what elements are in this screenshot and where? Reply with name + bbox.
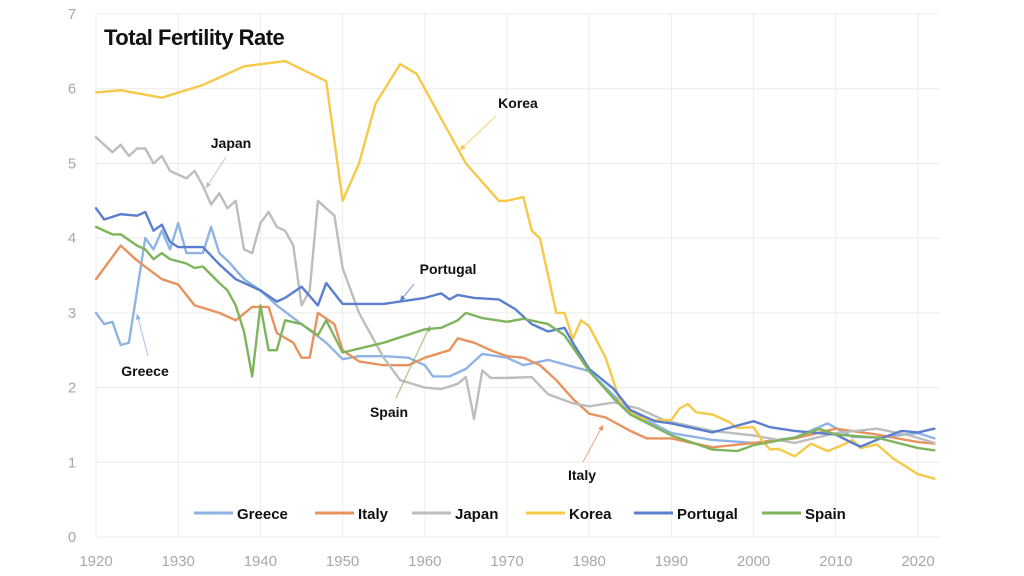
y-axis: 0 1 2 3 4 5 6 7: [68, 6, 76, 546]
legend-item-spain: Spain: [762, 506, 846, 523]
series-lines: [94, 59, 936, 480]
x-tick-label: 1970: [490, 553, 523, 570]
y-tick-label: 4: [68, 230, 76, 247]
x-axis: 1920 1930 1940 1950 1960 1970 1980 1990 2000 2010…: [79, 553, 934, 570]
x-tick-label: 1960: [408, 553, 441, 570]
y-tick-label: 3: [68, 305, 76, 322]
y-tick-label: 1: [68, 454, 76, 471]
series-line-portugal: [94, 207, 936, 448]
annotation-arrow-japan: [205, 156, 227, 189]
x-tick-label: 1990: [655, 553, 688, 570]
annotation-arrow-greece: [136, 313, 149, 357]
series-line-greece: [94, 221, 936, 445]
x-tick-label: 1940: [244, 553, 277, 570]
legend-label: Portugal: [677, 506, 738, 523]
series-line-japan: [94, 136, 936, 445]
y-tick-label: 7: [68, 6, 76, 23]
annotation-label-portugal: Portugal: [420, 261, 477, 277]
y-tick-label: 0: [68, 529, 76, 546]
x-tick-label: 2000: [737, 553, 770, 570]
arrowhead-icon: [425, 326, 431, 332]
legend-label: Japan: [455, 506, 498, 523]
x-tick-label: 1980: [573, 553, 606, 570]
legend-label: Italy: [358, 506, 389, 523]
y-tick-label: 6: [68, 81, 76, 98]
y-tick-label: 5: [68, 155, 76, 172]
legend-label: Greece: [237, 506, 288, 523]
annotation-arrow-italy: [582, 424, 604, 463]
x-tick-label: 1920: [79, 553, 112, 570]
annotation-label-greece: Greece: [121, 363, 169, 379]
annotation-label-korea: Korea: [498, 95, 538, 111]
arrowhead-icon: [598, 425, 603, 431]
x-tick-label: 1950: [326, 553, 359, 570]
annotation-label-spain: Spain: [370, 404, 408, 420]
legend-item-italy: Italy: [315, 506, 389, 523]
legend-label: Spain: [805, 506, 846, 523]
arrowhead-icon: [400, 295, 406, 301]
legend-item-japan: Japan: [412, 506, 498, 523]
y-tick-label: 2: [68, 380, 76, 397]
annotation-label-japan: Japan: [211, 135, 251, 151]
legend-item-korea: Korea: [526, 506, 612, 523]
series-line-korea: [94, 59, 936, 480]
annotation-arrow-spain: [395, 325, 431, 399]
x-tick-label: 2010: [819, 553, 852, 570]
gridlines: [95, 13, 940, 538]
arrowhead-icon: [135, 314, 141, 320]
annotation-label-italy: Italy: [568, 467, 596, 483]
chart-title: Total Fertility Rate: [104, 25, 285, 50]
legend-item-portugal: Portugal: [634, 506, 738, 523]
arrowhead-icon: [460, 144, 466, 150]
legend: Greece Italy Japan Korea Portugal Spain: [194, 506, 846, 523]
series-line-italy: [94, 244, 936, 449]
annotations: Korea Japan Portugal Greece Spain Italy: [121, 95, 604, 483]
x-tick-label: 2020: [901, 553, 934, 570]
arrowhead-icon: [206, 182, 212, 188]
x-tick-label: 1930: [162, 553, 195, 570]
series-line-spain: [94, 225, 936, 453]
annotation-arrow-korea: [459, 115, 497, 151]
legend-item-greece: Greece: [194, 506, 288, 523]
legend-label: Korea: [569, 506, 612, 523]
